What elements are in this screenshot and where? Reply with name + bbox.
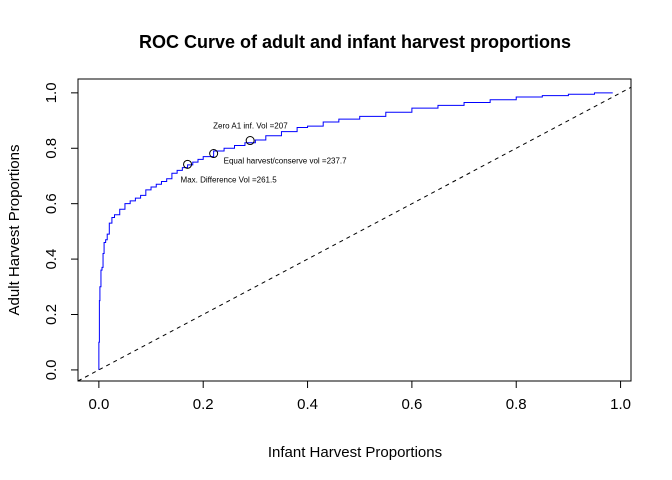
highlight-point-marker: [183, 159, 193, 169]
x-tick-label: 0.2: [193, 396, 214, 413]
roc-curve-line: [98, 92, 613, 370]
y-axis: 0.0 0.2 0.4 0.6 0.8 1.0: [43, 82, 79, 380]
highlight-point-label: Zero A1 inf. Vol =207: [213, 122, 288, 131]
highlight-point-marker: [245, 136, 255, 146]
y-tick-label: 0.6: [43, 193, 60, 214]
y-tick-label: 0.4: [43, 249, 60, 270]
highlight-point-label: Max. Difference Vol =261.5: [181, 175, 278, 184]
chart-title: ROC Curve of adult and infant harvest pr…: [139, 32, 571, 52]
x-axis-label: Infant Harvest Proportions: [268, 444, 442, 461]
reference-diagonal-line: [77, 86, 632, 382]
x-tick-label: 0.0: [88, 396, 109, 413]
x-tick-label: 1.0: [610, 396, 631, 413]
x-tick-label: 0.8: [506, 396, 527, 413]
highlight-point-label: Equal harvest/conserve vol =237.7: [224, 157, 348, 166]
y-tick-label: 0.2: [43, 304, 60, 325]
highlight-point-marker: [209, 149, 219, 159]
x-tick-label: 0.4: [297, 396, 318, 413]
y-tick-label: 1.0: [43, 82, 60, 103]
highlight-points: Max. Difference Vol =261.5 Equal harvest/…: [181, 122, 348, 185]
y-axis-label: Adult Harvest Proportions: [6, 145, 23, 316]
y-tick-label: 0.8: [43, 138, 60, 159]
plot-frame: [77, 78, 632, 382]
x-tick-label: 0.6: [401, 396, 422, 413]
y-tick-label: 0.0: [43, 359, 60, 380]
x-axis: 0.0 0.2 0.4 0.6 0.8 1.0: [88, 380, 631, 413]
